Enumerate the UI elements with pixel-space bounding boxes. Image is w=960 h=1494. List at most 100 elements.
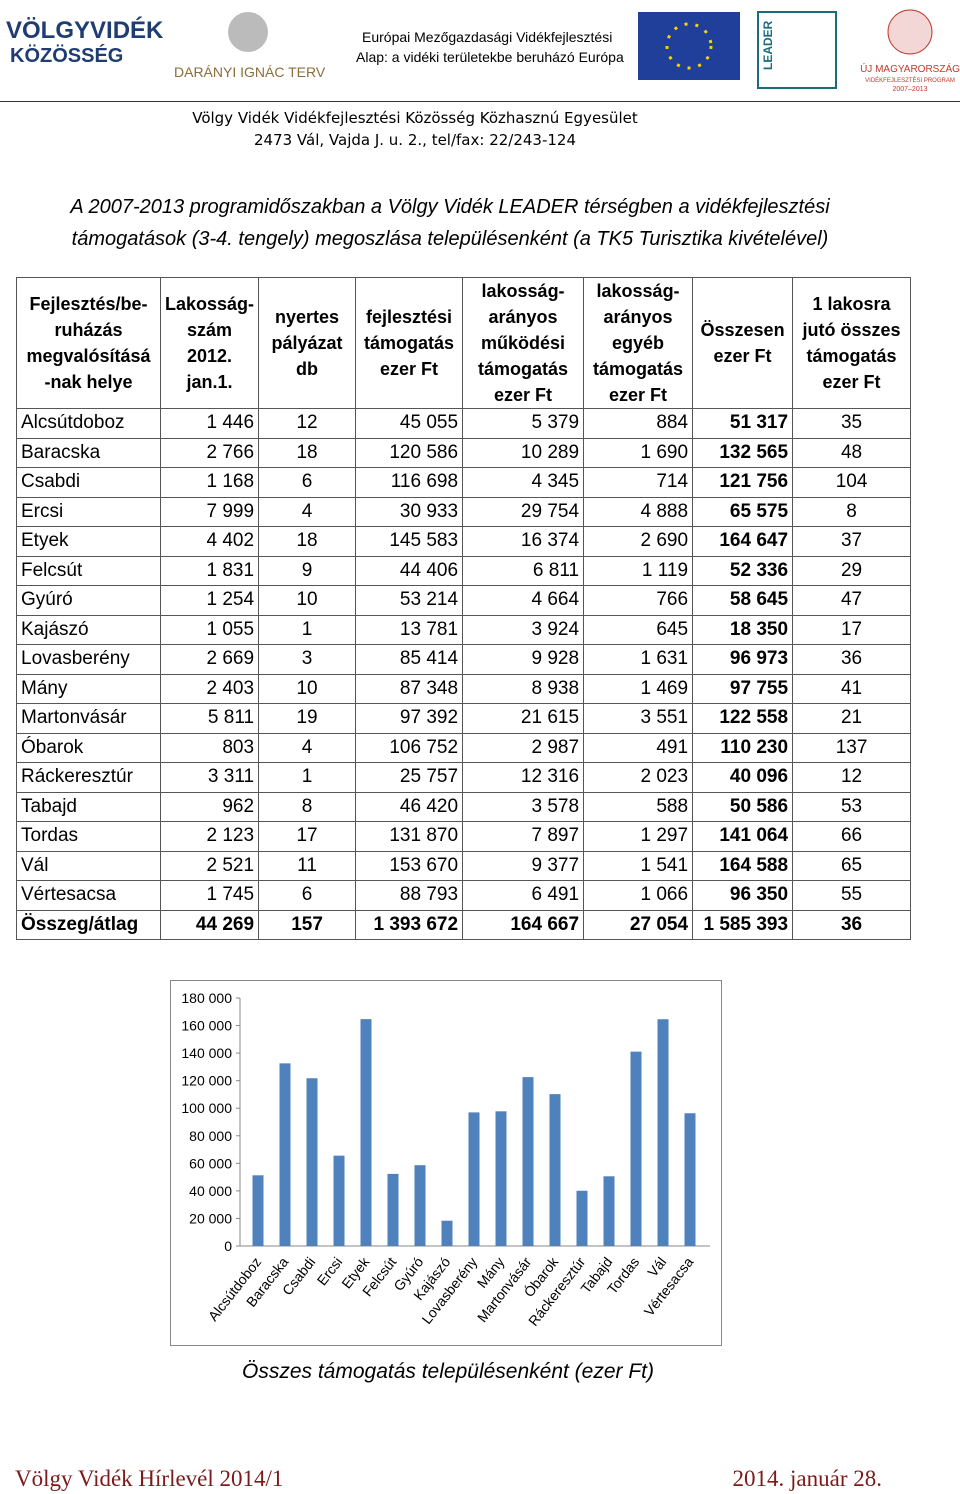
table-cell: 766 — [583, 585, 694, 616]
table-cell: 12 316 — [462, 762, 585, 793]
table-cell: Martonvásár — [16, 703, 161, 734]
table-cell: 2 690 — [583, 526, 694, 557]
bar — [684, 1113, 696, 1246]
y-tick-label: 160 000 — [181, 1018, 232, 1034]
table-cell: Gyúró — [16, 585, 161, 616]
table-cell: 104 — [792, 467, 912, 498]
table-cell: Vértesacsa — [16, 880, 161, 911]
table-cell: 9 377 — [462, 850, 585, 881]
table-cell: Mány — [16, 673, 161, 704]
table-cell: 1 254 — [159, 585, 260, 616]
table-cell: 2 123 — [159, 821, 260, 852]
table-cell: Vál — [16, 850, 161, 881]
bar — [306, 1078, 318, 1246]
table-cell: 10 — [258, 585, 357, 616]
table-row: Csabdi 1 168 6 116 698 4 345 714 121 756 104 — [16, 467, 912, 498]
table-cell: 66 — [792, 821, 912, 852]
table-cell: 35 — [792, 408, 912, 439]
table-row: Tordas 2 123 17 131 870 7 897 1 297 141 064 66 — [16, 821, 912, 852]
eu-flag — [638, 12, 740, 80]
table-cell: Baracska — [16, 437, 161, 468]
table-cell: 106 752 — [355, 732, 464, 763]
table-cell: 1 831 — [159, 555, 260, 586]
table-cell: 37 — [792, 526, 912, 557]
bar — [657, 1019, 669, 1246]
chart-frame — [170, 980, 722, 1346]
table-cell: 5 811 — [159, 703, 260, 734]
table-cell: 1 066 — [583, 880, 694, 911]
table-row: Ráckeresztúr 3 311 1 25 757 12 316 2 023 40 09… — [16, 762, 912, 793]
column-header: nyertes pályázat db — [258, 277, 357, 409]
bar — [333, 1155, 345, 1246]
table-cell: 51 317 — [692, 408, 794, 439]
address: 2473 Vál, Vajda J. u. 2., tel/fax: 22/24… — [253, 131, 577, 149]
data-table: Fejlesztés/be- ruházás megvalósításá -na… — [16, 277, 912, 940]
table-cell: 8 — [792, 496, 912, 527]
bar — [603, 1176, 615, 1246]
table-cell: 3 924 — [462, 614, 585, 645]
table-cell: Kajászó — [16, 614, 161, 645]
column-header: Összesen ezer Ft — [692, 277, 794, 409]
table-cell: 65 575 — [692, 496, 794, 527]
bar — [630, 1051, 642, 1246]
table-cell: 55 — [792, 880, 912, 911]
logos: VÖLGYVIDÉK KÖZÖSSÉG DARÁNYI IGNÁC TERV E… — [6, 9, 960, 93]
table-cell: 4 345 — [462, 467, 585, 498]
address: Völgy Vidék Vidékfejlesztési Közösség Kö… — [192, 109, 638, 127]
table-cell: 36 — [792, 644, 912, 675]
logo-text: 2007–2013 — [892, 86, 927, 93]
table-cell: 137 — [792, 732, 912, 763]
table-cell: 4 888 — [583, 496, 694, 527]
table-cell: 87 348 — [355, 673, 464, 704]
table-cell: 96 350 — [692, 880, 794, 911]
table-cell: 1 690 — [583, 437, 694, 468]
table-row: Tabajd 962 8 46 420 3 578 588 50 586 53 — [16, 791, 912, 822]
bar — [387, 1173, 399, 1246]
y-tick-label: 140 000 — [181, 1045, 232, 1061]
table-cell: 6 — [258, 880, 357, 911]
table-cell: 164 588 — [692, 850, 794, 881]
table-cell: 40 096 — [692, 762, 794, 793]
table-cell: 96 973 — [692, 644, 794, 675]
table-row: Mány 2 403 10 87 348 8 938 1 469 97 755 41 — [16, 673, 912, 704]
table-row: Felcsút 1 831 9 44 406 6 811 1 119 52 336 29 — [16, 555, 912, 586]
total-cell: 36 — [792, 909, 912, 940]
y-tick-label: 60 000 — [189, 1155, 232, 1171]
y-tick-label: 0 — [224, 1238, 232, 1254]
table-cell: Csabdi — [16, 467, 161, 498]
bar — [252, 1175, 264, 1246]
bar — [414, 1165, 426, 1246]
total-cell: 1 393 672 — [355, 909, 464, 940]
table-cell: 12 — [792, 762, 912, 793]
table-cell: 3 — [258, 644, 357, 675]
table-cell: Ráckeresztúr — [16, 762, 161, 793]
table-cell: 1 168 — [159, 467, 260, 498]
table-cell: 17 — [792, 614, 912, 645]
table-cell: 11 — [258, 850, 357, 881]
table-cell: 13 781 — [355, 614, 464, 645]
table-cell: 48 — [792, 437, 912, 468]
table-cell: 58 645 — [692, 585, 794, 616]
bar — [549, 1094, 561, 1246]
logo-text: LEADER — [761, 20, 775, 70]
table-cell: 1 446 — [159, 408, 260, 439]
table-cell: 21 — [792, 703, 912, 734]
table-row: Vál 2 521 11 153 670 9 377 1 541 164 588 65 — [16, 850, 912, 881]
table-cell: 5 379 — [462, 408, 585, 439]
table-cell: 53 — [792, 791, 912, 822]
table-cell: 10 289 — [462, 437, 585, 468]
total-cell: 157 — [258, 909, 357, 940]
bar — [279, 1063, 291, 1246]
table-cell: 110 230 — [692, 732, 794, 763]
table-cell: 50 586 — [692, 791, 794, 822]
table-cell: 97 755 — [692, 673, 794, 704]
table-cell: Ercsi — [16, 496, 161, 527]
footer-right: 2014. január 28. — [732, 1466, 882, 1491]
table-cell: 8 — [258, 791, 357, 822]
table-cell: 4 — [258, 496, 357, 527]
table-cell: 2 669 — [159, 644, 260, 675]
table-cell: 45 055 — [355, 408, 464, 439]
total-cell: 164 667 — [462, 909, 585, 940]
table-row: Vértesacsa 1 745 6 88 793 6 491 1 066 96 350 55 — [16, 880, 912, 911]
table-cell: 4 402 — [159, 526, 260, 557]
